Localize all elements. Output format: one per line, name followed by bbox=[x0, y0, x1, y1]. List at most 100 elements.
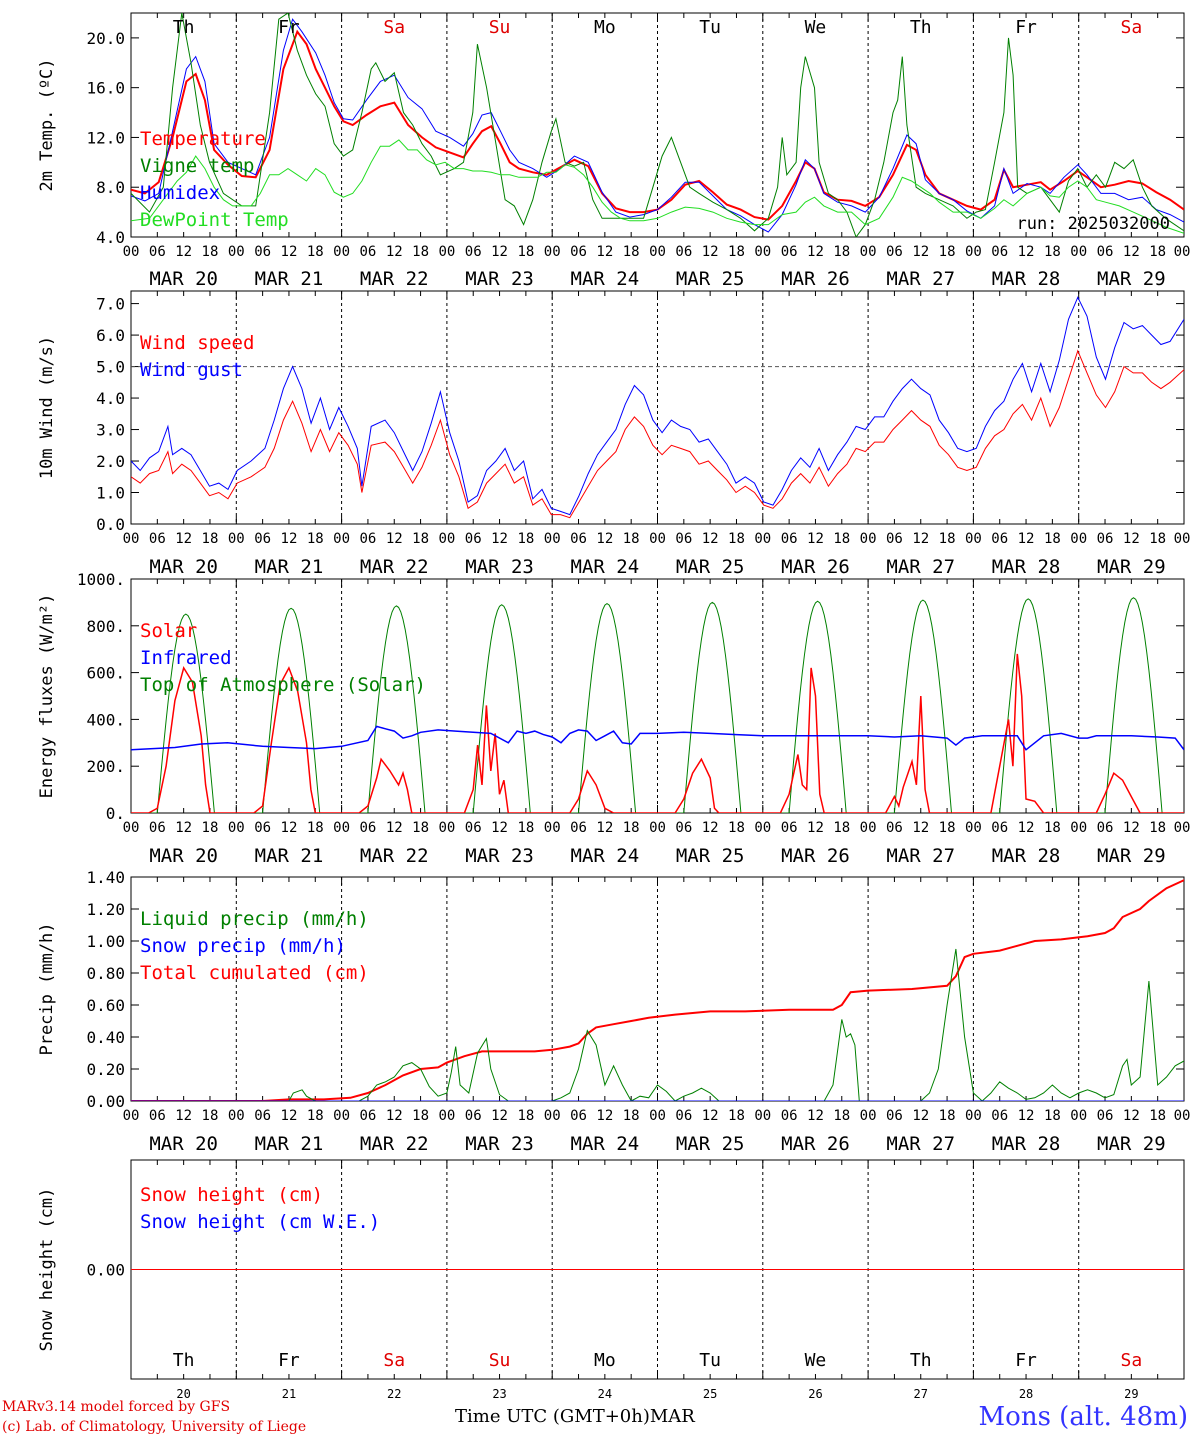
hour-tick-label: 06 bbox=[570, 244, 587, 260]
y-tick-label: 200. bbox=[86, 757, 125, 776]
date-label: MAR 21 bbox=[255, 268, 324, 290]
plot-area bbox=[131, 597, 1184, 813]
date-label: MAR 22 bbox=[360, 1133, 429, 1155]
hour-tick-label: 18 bbox=[412, 820, 429, 836]
legend-entry: Snow precip (mm/h) bbox=[140, 935, 346, 957]
hour-tick-label: 12 bbox=[596, 244, 613, 260]
hour-tick-label: 06 bbox=[465, 244, 482, 260]
y-tick-label: 7.0 bbox=[96, 295, 125, 314]
y-tick-label: 0.80 bbox=[86, 964, 125, 983]
hour-tick-label: 06 bbox=[991, 244, 1008, 260]
y-tick-label: 0.00 bbox=[86, 1261, 125, 1280]
hour-tick-label: 18 bbox=[623, 244, 640, 260]
date-label: MAR 25 bbox=[676, 1133, 745, 1155]
hour-tick-label: 06 bbox=[254, 531, 271, 547]
day-name-bottom: Tu bbox=[699, 1350, 721, 1371]
hour-tick-label: 12 bbox=[386, 531, 403, 547]
y-tick-label: 1.00 bbox=[86, 932, 125, 951]
day-number: 28 bbox=[1019, 1387, 1033, 1401]
hour-tick-label: 00 bbox=[1174, 531, 1191, 547]
hour-tick-label: 00 bbox=[649, 531, 666, 547]
hour-tick-label: 18 bbox=[1044, 820, 1061, 836]
y-axis-label: Snow height (cm) bbox=[37, 1188, 57, 1352]
y-tick-label: 6.0 bbox=[96, 326, 125, 345]
hour-tick-label: 18 bbox=[833, 244, 850, 260]
hour-tick-label: 06 bbox=[149, 820, 166, 836]
hour-tick-label: 18 bbox=[1044, 1108, 1061, 1124]
hour-tick-label: 18 bbox=[517, 244, 534, 260]
x-axis-month: MAR bbox=[649, 1406, 695, 1427]
legend-entry: Snow height (cm W.E.) bbox=[140, 1211, 380, 1233]
hour-tick-label: 06 bbox=[991, 531, 1008, 547]
date-label: MAR 20 bbox=[149, 1133, 218, 1155]
series-solar bbox=[131, 653, 1184, 813]
hour-tick-label: 06 bbox=[254, 244, 271, 260]
hour-tick-label: 18 bbox=[517, 1108, 534, 1124]
hour-tick-label: 12 bbox=[807, 244, 824, 260]
date-label: MAR 29 bbox=[1097, 845, 1166, 867]
hour-tick-label: 00 bbox=[544, 820, 561, 836]
hour-tick-label: 06 bbox=[781, 531, 798, 547]
hour-tick-label: 00 bbox=[754, 244, 771, 260]
hour-tick-label: 00 bbox=[123, 244, 140, 260]
hour-tick-label: 12 bbox=[702, 1108, 719, 1124]
hour-tick-label: 12 bbox=[807, 531, 824, 547]
hour-tick-label: 00 bbox=[754, 1108, 771, 1124]
hour-tick-label: 12 bbox=[175, 531, 192, 547]
date-label: MAR 20 bbox=[149, 845, 218, 867]
hour-tick-label: 06 bbox=[886, 820, 903, 836]
hour-tick-label: 00 bbox=[438, 531, 455, 547]
hour-tick-label: 06 bbox=[149, 1108, 166, 1124]
hour-tick-label: 12 bbox=[807, 1108, 824, 1124]
date-label: MAR 25 bbox=[676, 268, 745, 290]
hour-tick-label: 18 bbox=[202, 820, 219, 836]
hour-tick-label: 00 bbox=[228, 531, 245, 547]
hour-tick-label: 06 bbox=[149, 531, 166, 547]
y-tick-label: 1000. bbox=[77, 570, 125, 589]
hour-tick-label: 00 bbox=[333, 820, 350, 836]
y-tick-label: 1.40 bbox=[86, 868, 125, 887]
hour-tick-label: 06 bbox=[254, 820, 271, 836]
series-liquid-precip-mm-h- bbox=[131, 948, 1184, 1101]
hour-tick-label: 06 bbox=[991, 820, 1008, 836]
hour-tick-label: 12 bbox=[807, 820, 824, 836]
date-label: MAR 28 bbox=[992, 268, 1061, 290]
hour-tick-label: 18 bbox=[517, 531, 534, 547]
hour-tick-label: 18 bbox=[307, 820, 324, 836]
hour-tick-label: 06 bbox=[675, 1108, 692, 1124]
legend-entry: Wind gust bbox=[140, 359, 243, 381]
y-tick-label: 2.0 bbox=[96, 452, 125, 471]
day-number: 20 bbox=[176, 1387, 190, 1401]
date-label: MAR 27 bbox=[886, 1133, 955, 1155]
hour-tick-label: 18 bbox=[939, 1108, 956, 1124]
panel-wind: 0.0 1.0 2.0 3.0 4.0 5.0 6.0 7.0 10m Wind (m/s) Wi… bbox=[37, 290, 1191, 578]
plot-area bbox=[131, 13, 1184, 237]
day-number: 26 bbox=[808, 1387, 822, 1401]
y-tick-label: 0.40 bbox=[86, 1028, 125, 1047]
day-number: 23 bbox=[492, 1387, 506, 1401]
hour-tick-label: 18 bbox=[939, 531, 956, 547]
day-name-top: Tu bbox=[699, 17, 721, 38]
model-credit: MARv3.14 model forced by GFS bbox=[2, 1399, 231, 1415]
hour-tick-label: 12 bbox=[702, 531, 719, 547]
hour-tick-label: 18 bbox=[1149, 1108, 1166, 1124]
hour-tick-label: 00 bbox=[860, 244, 877, 260]
hour-tick-label: 06 bbox=[781, 244, 798, 260]
hour-tick-label: 06 bbox=[465, 531, 482, 547]
hour-tick-label: 06 bbox=[991, 1108, 1008, 1124]
hour-tick-label: 12 bbox=[1123, 244, 1140, 260]
hour-tick-label: 00 bbox=[1174, 1108, 1191, 1124]
y-tick-label: 12.0 bbox=[86, 128, 125, 147]
hour-tick-label: 06 bbox=[675, 244, 692, 260]
hour-tick-label: 12 bbox=[596, 531, 613, 547]
date-label: MAR 23 bbox=[465, 268, 534, 290]
panel-precip: 0.00 0.20 0.40 0.60 0.80 1.00 1.20 1.40 Precip (… bbox=[37, 868, 1191, 1155]
day-name-top: Su bbox=[489, 17, 511, 38]
hour-tick-label: 12 bbox=[912, 244, 929, 260]
hour-tick-label: 00 bbox=[228, 820, 245, 836]
legend-entry: Solar bbox=[140, 620, 197, 642]
date-label: MAR 26 bbox=[781, 845, 850, 867]
x-axis-title: Time UTC (GMT+0h)MAR bbox=[455, 1406, 695, 1427]
hour-tick-label: 00 bbox=[649, 1108, 666, 1124]
hour-tick-label: 18 bbox=[728, 244, 745, 260]
